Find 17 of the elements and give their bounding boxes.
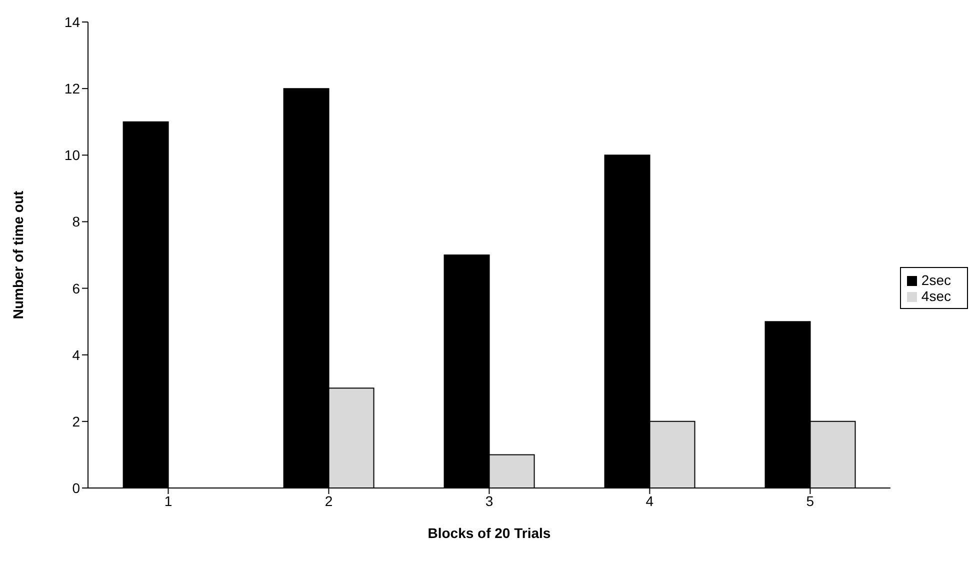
y-tick-label: 12 <box>64 80 80 97</box>
y-tick-label: 14 <box>64 14 80 30</box>
y-tick-label: 0 <box>72 480 80 496</box>
x-tick-label: 4 <box>646 492 654 509</box>
y-tick-label: 6 <box>72 280 80 296</box>
x-axis-title: Blocks of 20 Trials <box>428 525 551 541</box>
y-axis-title: Number of time out <box>10 190 26 320</box>
y-tick-label: 8 <box>72 214 80 230</box>
x-tick-label: 5 <box>806 492 814 509</box>
legend-label: 2sec <box>921 272 951 288</box>
y-tick-label: 4 <box>72 346 80 363</box>
x-tick-label: 1 <box>164 492 172 509</box>
x-tick-label: 3 <box>485 492 494 509</box>
legend-label: 4sec <box>921 288 951 304</box>
x-tick-label: 2 <box>324 492 333 509</box>
y-tick-label: 10 <box>64 147 80 164</box>
y-tick-label: 2 <box>72 413 80 430</box>
